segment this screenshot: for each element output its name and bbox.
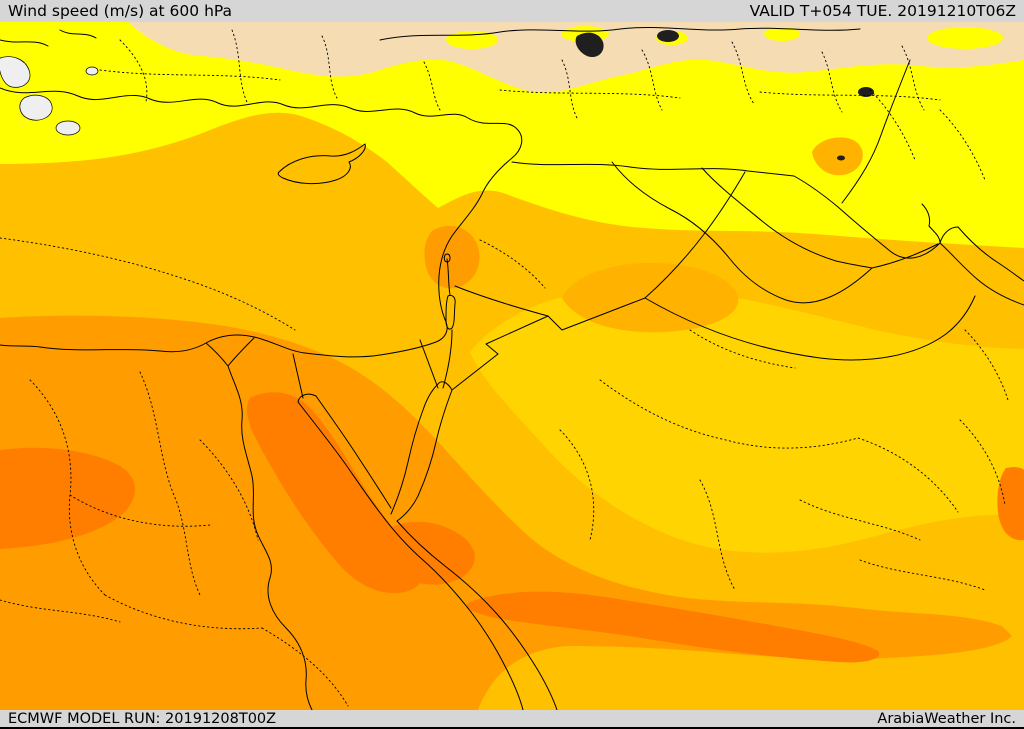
dotted-admin-boundary: [561, 41, 925, 119]
border-turkey-syria: [511, 161, 839, 208]
contour-core-south-strip: [467, 591, 880, 663]
border-turkey-iran: [841, 59, 911, 204]
contour-patch: [127, 201, 153, 213]
border-iraq-saudi: [644, 295, 976, 361]
coastline-mediterranean: [0, 87, 523, 358]
dotted-admin-boundary: [0, 371, 349, 707]
sea-patch: [55, 120, 81, 136]
amber-spots-in-yellow-band: [21, 191, 153, 213]
contour-core-sinai-axis: [246, 392, 424, 594]
nile-river: [205, 337, 313, 710]
lake-icon: [837, 155, 845, 161]
brand-label: ArabiaWeather Inc.: [877, 710, 1016, 727]
border-iran-iraq: [837, 206, 941, 259]
geography-solid-lines: [0, 26, 1024, 710]
contour-patch: [21, 191, 39, 201]
dotted-admin-boundary: [119, 29, 441, 111]
sea-patch: [0, 56, 31, 88]
border-israel-jordan: [442, 329, 453, 389]
wind-speed-map: [0, 22, 1024, 710]
border-jordan-saudi: [451, 297, 646, 391]
contour-core-east-edge: [997, 467, 1024, 541]
sea-patch: [19, 94, 53, 121]
lake-icon: [858, 87, 874, 97]
sea-patch-outlines: [0, 56, 99, 136]
coastline-red-sea: [380, 513, 558, 710]
lake-icon: [657, 30, 679, 42]
coastline-cyprus: [277, 143, 366, 185]
coastline-gulf-of-aqaba: [390, 381, 453, 522]
contour-patch-northeast-amber-dark: [812, 137, 863, 176]
sea-patches: [0, 56, 99, 136]
contour-patch: [764, 27, 800, 41]
border-egypt-israel: [419, 339, 439, 389]
contour-band-yellow-north: [0, 22, 1024, 248]
dotted-admin-boundaries: [0, 29, 1009, 707]
euphrates-river: [611, 161, 873, 304]
dotted-admin-boundary: [559, 329, 1006, 591]
valid-time-label: VALID T+054 TUE. 20191210T06Z: [749, 2, 1016, 20]
map-title: Wind speed (m/s) at 600 hPa: [8, 2, 233, 20]
contour-core-west-edge: [0, 447, 135, 549]
contour-patch: [927, 27, 1003, 49]
dotted-admin-boundary: [99, 69, 941, 101]
tigris-river: [701, 167, 939, 269]
contour-band-gold-central: [470, 287, 1024, 553]
suez-canal: [292, 353, 304, 399]
map-canvas: [0, 22, 1024, 710]
deep-orange-cores: [0, 392, 1024, 663]
border-syria-jordan: [454, 285, 549, 317]
contour-patch-orange-levant: [424, 225, 480, 289]
map-footer-bar: ECMWF MODEL RUN: 20191208T00Z ArabiaWeat…: [0, 710, 1024, 729]
coastline-black-sea: [379, 26, 861, 41]
dead-sea-and-jordan-river: [443, 253, 456, 330]
lake-icon: [575, 32, 604, 58]
map-header-bar: Wind speed (m/s) at 600 hPa VALID T+054 …: [0, 0, 1024, 22]
sea-patch: [85, 66, 99, 76]
coastline-persian-gulf: [921, 203, 1024, 306]
model-run-label: ECMWF MODEL RUN: 20191208T00Z: [8, 710, 277, 727]
dotted-admin-boundary: [0, 89, 1009, 401]
contour-core-red-sea: [381, 521, 475, 585]
contour-patch-central-amber-dark: [562, 262, 739, 333]
lakes: [575, 30, 874, 161]
coastline-marmara: [0, 29, 97, 47]
coastline-gulf-of-suez: [297, 393, 392, 515]
contour-band-pale-top: [128, 22, 1024, 93]
border-syria-iraq: [644, 171, 746, 299]
